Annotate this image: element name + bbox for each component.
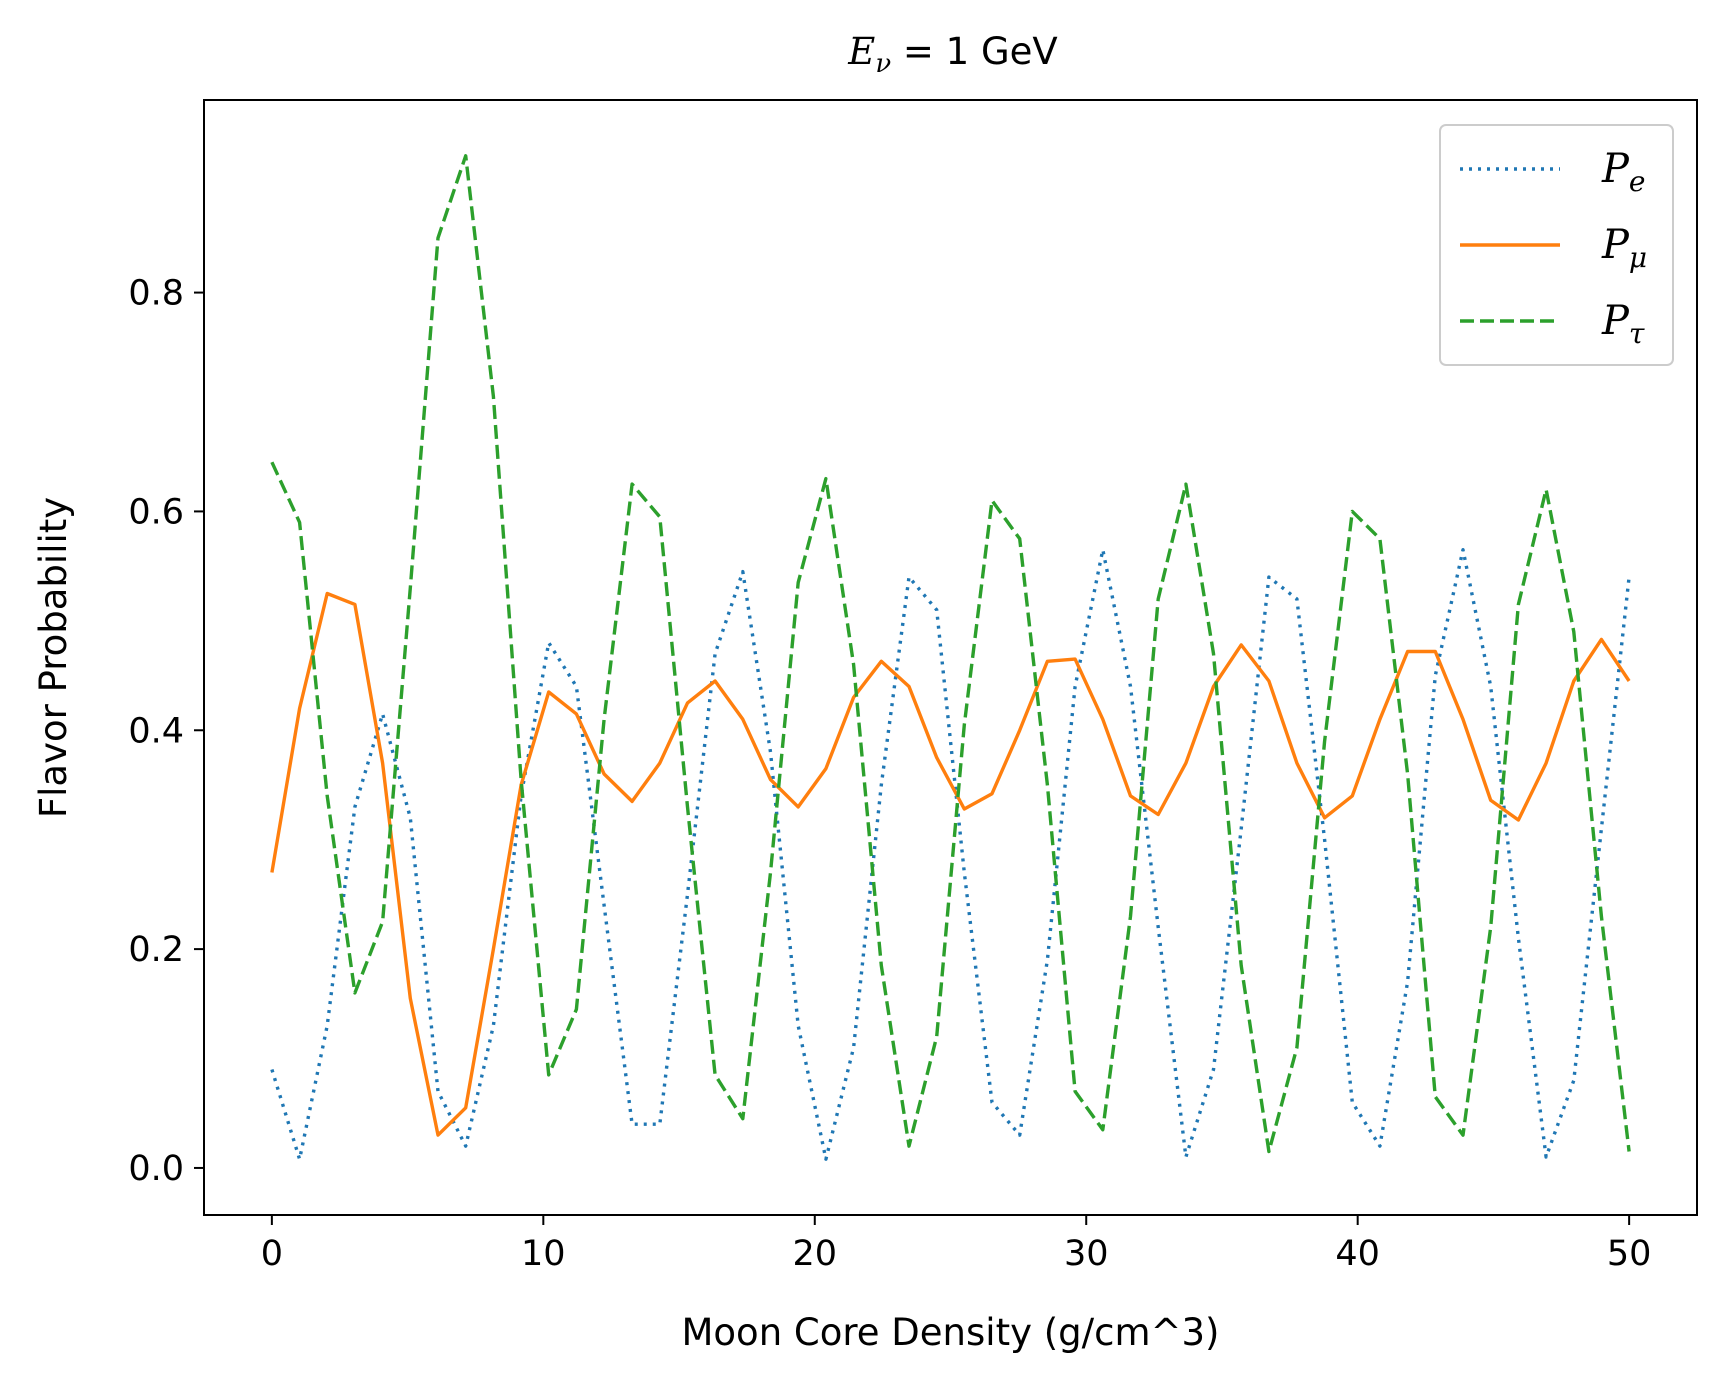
x-axis: 0 10 20 30 40 50 — [261, 1215, 1652, 1274]
chart-title-subscript: ν — [875, 49, 891, 79]
chart-title: Eν = 1 GeV — [847, 30, 1057, 79]
legend-label-2: Pτ — [1601, 298, 1645, 350]
chart-title-symbol: E — [847, 30, 875, 73]
y-tick-label: 0.0 — [128, 1149, 184, 1189]
x-tick-label: 30 — [1064, 1234, 1109, 1274]
x-tick-label: 0 — [261, 1234, 283, 1274]
x-tick-label: 50 — [1607, 1234, 1652, 1274]
chart-title-rest: = 1 GeV — [891, 30, 1058, 73]
legend-label-0: Pe — [1601, 146, 1646, 198]
axes-frame — [203, 99, 1698, 1216]
legend: Pe Pμ Pτ — [1439, 124, 1674, 366]
plot-area — [203, 99, 1698, 1216]
series-layer — [270, 154, 1631, 1161]
y-tick-label: 0.6 — [128, 492, 184, 532]
y-tick-label: 0.8 — [128, 274, 184, 314]
x-tick-label: 10 — [521, 1234, 566, 1274]
y-tick-label: 0.4 — [128, 711, 184, 751]
y-tick-label: 0.2 — [128, 930, 184, 970]
legend-label-1: Pμ — [1601, 222, 1647, 274]
x-tick-label: 40 — [1335, 1234, 1380, 1274]
x-tick-label: 20 — [792, 1234, 837, 1274]
y-axis-label: Flavor Probability — [32, 497, 75, 818]
x-axis-label: Moon Core Density (g/cm^3) — [682, 1311, 1220, 1354]
y-axis: 0.0 0.2 0.4 0.6 0.8 — [128, 274, 204, 1189]
series-line-1 — [270, 591, 1631, 1137]
series-line-0 — [270, 548, 1631, 1161]
